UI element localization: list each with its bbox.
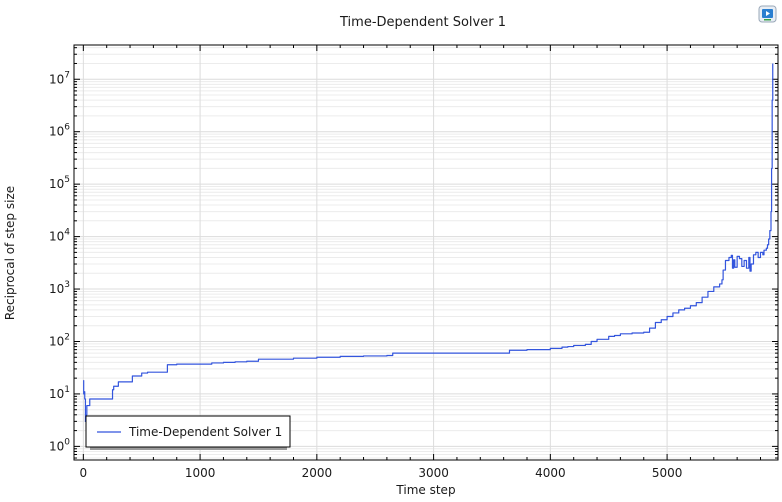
legend-entry-label: Time-Dependent Solver 1 (128, 425, 282, 439)
grid-minor-lines (74, 47, 778, 459)
x-tick-label: 4000 (535, 466, 566, 480)
x-tick-label: 5000 (652, 466, 683, 480)
y-tick-label: 107 (49, 70, 70, 86)
y-tick-label: 106 (49, 123, 70, 139)
y-tick-label: 105 (49, 175, 70, 191)
legend: Time-Dependent Solver 1 (85, 415, 291, 450)
y-tick-label: 100 (49, 437, 70, 453)
chart-title: Time-Dependent Solver 1 (339, 15, 506, 30)
y-axis-label: Reciprocal of step size (3, 186, 17, 320)
y-tick-label: 103 (49, 280, 70, 296)
presentation-icon[interactable] (758, 5, 777, 23)
x-axis: 0 1000 2000 3000 4000 5000 (80, 45, 761, 480)
x-tick-label: 0 (80, 466, 88, 480)
x-axis-label: Time step (395, 483, 455, 497)
y-axis: 100 101 102 103 104 105 106 107 (49, 47, 778, 459)
series-layer (83, 63, 774, 422)
y-tick-label: 102 (49, 332, 70, 348)
y-tick-label: 104 (49, 228, 70, 244)
x-tick-label: 2000 (302, 466, 333, 480)
series-line (83, 63, 774, 422)
grid-major-lines (74, 45, 778, 460)
x-tick-label: 3000 (418, 466, 449, 480)
x-tick-label: 1000 (185, 466, 216, 480)
y-tick-label: 101 (49, 385, 70, 401)
